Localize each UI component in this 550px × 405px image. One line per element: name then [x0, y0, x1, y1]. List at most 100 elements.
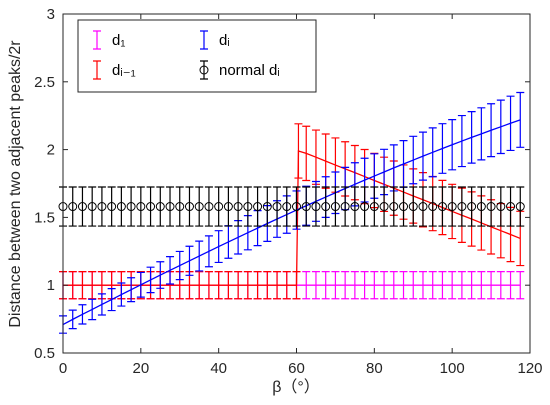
y-tick-label: 3: [47, 6, 55, 23]
legend-normal-d-swatch: [200, 60, 208, 80]
y-axis-label: Distance between two adjacent peaks/2r: [7, 40, 24, 328]
series-normal-d-point: [184, 202, 194, 212]
series-normal-d-errorbar: [516, 186, 525, 227]
series-normal-d-point: [204, 202, 214, 212]
x-tick-label: 40: [210, 360, 227, 377]
series-normal-d-errorbar: [156, 186, 165, 227]
series-normal-d-errorbar: [273, 186, 282, 227]
series-normal-d-point: [253, 202, 263, 212]
series-normal-d-errorbar: [496, 186, 505, 227]
series-normal-d-errorbar: [360, 186, 369, 227]
series-normal-d-point: [194, 202, 204, 212]
series-normal-d-errorbar: [331, 186, 340, 227]
series-normal-d-errorbar: [380, 186, 389, 227]
series-normal-d-point: [399, 202, 409, 212]
series-normal-d-point: [97, 202, 107, 212]
series-normal-d-point: [292, 202, 301, 212]
series-normal-d-point: [272, 202, 282, 212]
series-normal-d-point: [418, 202, 428, 212]
series-normal-d-errorbar: [477, 186, 486, 227]
y-tick-label: 1: [47, 277, 55, 294]
series-normal-d-point: [428, 202, 438, 212]
x-tick-label: 120: [517, 360, 542, 377]
series-normal-d-errorbar: [234, 186, 243, 227]
series-normal-d-errorbar: [263, 186, 272, 227]
series-normal-d-point: [243, 202, 253, 212]
series-normal-d-errorbar: [107, 186, 116, 227]
x-axis-label: β（°）: [272, 378, 320, 396]
series-normal-d-point: [233, 202, 243, 212]
series-normal-d-point: [107, 202, 117, 212]
series-normal-d-errorbar: [311, 186, 320, 227]
series-normal-d-point: [301, 202, 311, 212]
series-normal-d-errorbar: [370, 186, 379, 227]
series-normal-d-errorbar: [418, 186, 427, 227]
series-normal-d-errorbar: [438, 186, 447, 227]
legend-normal-d: normal dᵢ: [199, 60, 280, 80]
series-normal-d-errorbar: [146, 186, 155, 227]
series-normal-d-errorbar: [448, 186, 457, 227]
series-normal-d-errorbar: [253, 186, 262, 227]
series-normal-d-errorbar: [204, 186, 213, 227]
series-normal-d-point: [155, 202, 165, 212]
y-tick-label: 1.5: [34, 209, 55, 226]
legend-d-label: dᵢ: [219, 32, 230, 49]
series-normal-d-point: [126, 202, 136, 212]
series-normal-d-point: [379, 202, 389, 212]
series-normal-d-point: [165, 202, 175, 212]
series-normal-d-errorbar: [467, 186, 476, 227]
series-normal-d-errorbar: [117, 186, 126, 227]
series-normal-d-point: [350, 202, 360, 212]
plot-series: [58, 91, 525, 334]
legend-d: dᵢ₋₁: [93, 60, 136, 80]
series-normal-d-point: [408, 202, 418, 212]
series-normal-d-point: [321, 202, 331, 212]
series-normal-d-errorbar: [341, 186, 350, 227]
y-tick-label: 0.5: [34, 345, 55, 362]
series-normal-d-point: [282, 202, 292, 212]
series-normal-d: [58, 186, 525, 227]
series-normal-d-errorbar: [224, 186, 233, 227]
series-normal-d-errorbar: [97, 186, 106, 227]
y-tick-label: 2: [47, 142, 55, 159]
legend-box: [77, 19, 317, 93]
series-normal-d-errorbar: [88, 186, 97, 227]
series-normal-d-errorbar: [428, 186, 437, 227]
series-normal-d-point: [447, 202, 457, 212]
series-normal-d-point: [457, 202, 467, 212]
series-normal-d-point: [214, 202, 224, 212]
series-normal-d-point: [369, 202, 379, 212]
legend-d-label: dᵢ₋₁: [112, 62, 136, 79]
series-normal-d-point: [360, 202, 370, 212]
legend-normal-d-label: normal dᵢ: [219, 62, 280, 79]
series-normal-d-point: [330, 202, 340, 212]
series-normal-d-errorbar: [166, 186, 175, 227]
series-normal-d-errorbar: [409, 186, 418, 227]
series-normal-d-errorbar: [175, 186, 184, 227]
y-tick-label: 2.5: [34, 74, 55, 91]
series-normal-d-errorbar: [185, 186, 194, 227]
series-normal-d-errorbar: [292, 186, 301, 227]
x-tick-label: 0: [59, 360, 67, 377]
series-d-errorbar: [516, 271, 525, 300]
series-normal-d-errorbar: [195, 186, 204, 227]
series-normal-d-errorbar: [457, 186, 466, 227]
legend: d₁ dᵢ₋₁ dᵢ normal dᵢ: [77, 19, 317, 93]
series-d: [59, 123, 525, 300]
series-d-line: [62, 119, 521, 326]
series-normal-d-point: [496, 202, 506, 212]
x-tick-label: 20: [132, 360, 149, 377]
legend-d-swatch: [93, 60, 101, 80]
series-normal-d-errorbar: [243, 186, 252, 227]
series-normal-d-errorbar: [127, 186, 136, 227]
series-normal-d-errorbar: [399, 186, 408, 227]
x-tick-label: 80: [366, 360, 383, 377]
series-normal-d-errorbar: [487, 186, 496, 227]
legend-d-label: d₁: [112, 32, 125, 49]
series-normal-d-point: [467, 202, 477, 212]
series-normal-d-errorbar: [321, 186, 330, 227]
legend-d-swatch: [93, 30, 101, 50]
axes: 0 20 40 60 80 100 120 0.5 1 1.5 2 2.5 3: [34, 6, 542, 377]
x-tick-label: 100: [440, 360, 465, 377]
